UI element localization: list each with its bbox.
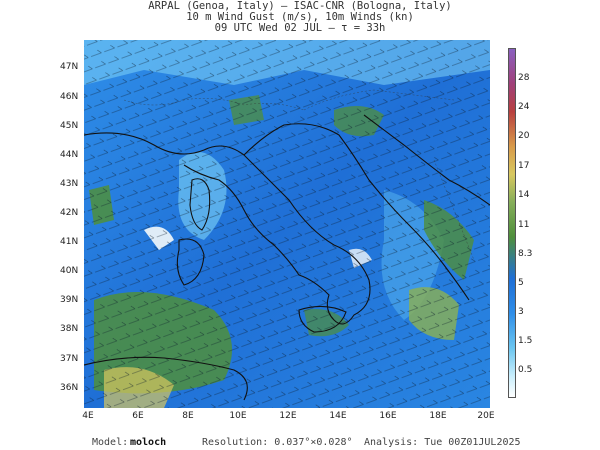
lat-label: 37N — [60, 354, 79, 364]
map-canvas — [83, 40, 491, 408]
wind-gust-map[interactable] — [83, 40, 491, 408]
colorbar-label: 8.3 — [518, 249, 533, 259]
lon-label: 18E — [429, 411, 447, 421]
coastlines — [83, 114, 491, 401]
colorbar-label: 14 — [518, 190, 530, 200]
colorbar-label: 28 — [518, 73, 530, 83]
colorbar-label: 24 — [518, 102, 530, 112]
lat-label: 39N — [60, 295, 79, 305]
colorbar-label: 5 — [518, 278, 524, 288]
analysis-text: Analysis: Tue 00Z01JUL2025 — [364, 437, 521, 448]
lat-label: 36N — [60, 383, 79, 393]
header-line-3: 09 UTC Wed 02 JUL — τ = 33h — [214, 22, 386, 34]
colorbar — [508, 48, 516, 398]
lon-label: 6E — [132, 411, 144, 421]
lat-label: 43N — [60, 179, 79, 189]
lon-label: 4E — [82, 411, 94, 421]
colorbar-label: 3 — [518, 307, 524, 317]
colorbar-label: 0.5 — [518, 365, 533, 375]
wind-barbs-overlay — [84, 40, 490, 408]
lon-label: 12E — [279, 411, 297, 421]
colorbar-label: 11 — [518, 220, 530, 230]
lon-label: 8E — [182, 411, 194, 421]
lat-label: 44N — [60, 150, 79, 160]
borders — [123, 89, 475, 261]
lat-label: 40N — [60, 266, 79, 276]
lat-label: 47N — [60, 62, 79, 72]
lat-label: 45N — [60, 121, 79, 131]
colorbar-label: 17 — [518, 161, 530, 171]
lon-label: 16E — [379, 411, 397, 421]
lon-label: 20E — [477, 411, 495, 421]
resolution-text: Resolution: 0.037°×0.028° — [202, 437, 353, 448]
header-line-2: 10 m Wind Gust (m/s), 10m Winds (kn) — [186, 11, 414, 23]
colorbar-label: 1.5 — [518, 336, 533, 346]
lat-label: 46N — [60, 92, 79, 102]
header-line-1: ARPAL (Genoa, Italy) — ISAC-CNR (Bologna… — [148, 0, 452, 12]
lat-label: 42N — [60, 208, 79, 218]
lat-label: 41N — [60, 237, 79, 247]
model-label: Model: — [92, 437, 129, 448]
lon-label: 14E — [329, 411, 347, 421]
lat-label: 38N — [60, 324, 79, 334]
model-value: moloch — [130, 437, 167, 448]
lon-label: 10E — [229, 411, 247, 421]
colorbar-label: 20 — [518, 131, 530, 141]
